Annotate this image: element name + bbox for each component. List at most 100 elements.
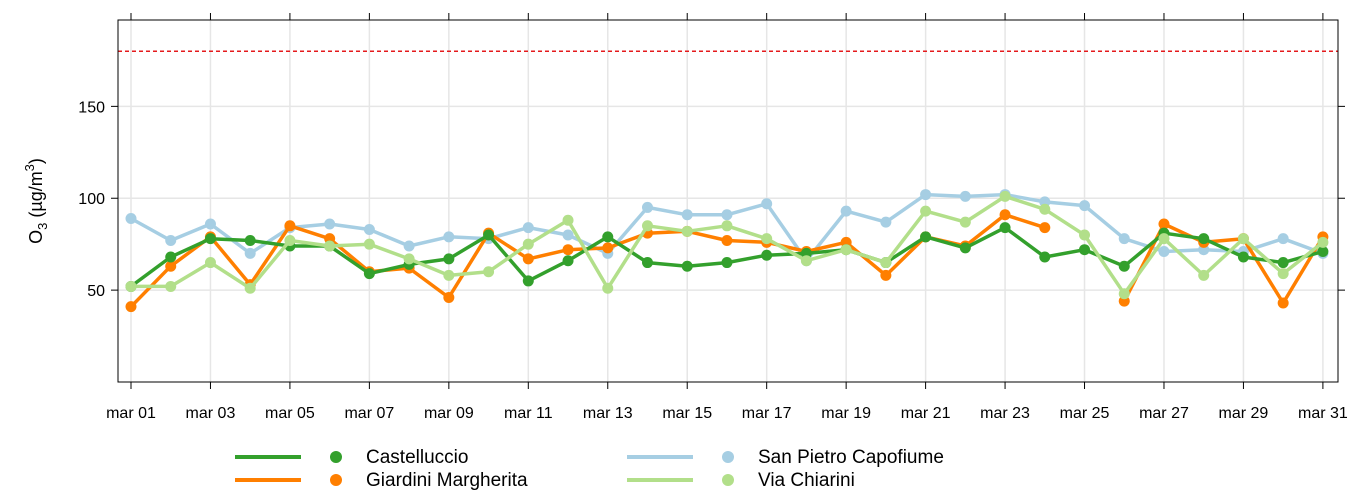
data-point-via-chiarini <box>800 255 812 267</box>
y-axis-title-unit-close: ) <box>26 158 46 164</box>
legend-marker-castelluccio <box>330 451 342 463</box>
data-point-via-chiarini <box>959 216 971 228</box>
x-tick-label: mar 29 <box>1219 405 1269 422</box>
data-point-via-chiarini <box>721 220 733 232</box>
data-point-via-chiarini <box>1158 233 1170 245</box>
data-point-castelluccio <box>363 268 375 280</box>
data-point-via-chiarini <box>244 282 256 294</box>
data-point-via-chiarini <box>999 190 1011 202</box>
plot-frame <box>117 19 1339 383</box>
data-point-castelluccio <box>920 231 932 243</box>
x-tick-label: mar 11 <box>504 405 553 422</box>
data-point-castelluccio <box>1118 260 1130 272</box>
data-point-castelluccio <box>1237 251 1249 263</box>
data-point-castelluccio <box>204 233 216 245</box>
y-tick-label: 100 <box>78 191 105 208</box>
x-tick-label: mar 25 <box>1060 405 1110 422</box>
data-point-via-chiarini <box>1198 269 1210 281</box>
x-tick-label: mar 13 <box>583 405 633 422</box>
legend-label-san-pietro-capofiume: San Pietro Capofiume <box>758 447 944 468</box>
data-point-castelluccio <box>562 255 574 267</box>
legend-label-castelluccio: Castelluccio <box>366 447 468 468</box>
data-point-via-chiarini <box>483 266 495 278</box>
data-point-castelluccio <box>165 251 177 263</box>
data-point-via-chiarini <box>920 205 932 217</box>
data-point-giardini-margherita <box>999 209 1011 221</box>
y-axis-title-unit-sup: 3 <box>22 164 37 171</box>
data-point-san-pietro-capofiume <box>1118 233 1130 245</box>
data-point-giardini-margherita <box>443 291 455 303</box>
y-tick-label: 50 <box>87 283 105 300</box>
data-point-san-pietro-capofiume <box>165 235 177 247</box>
data-point-giardini-margherita <box>1277 297 1289 309</box>
data-point-san-pietro-capofiume <box>761 198 773 210</box>
data-point-castelluccio <box>1198 233 1210 245</box>
legend-marker-via-chiarini <box>722 474 734 486</box>
data-point-via-chiarini <box>1118 288 1130 300</box>
data-point-via-chiarini <box>681 225 693 237</box>
data-point-via-chiarini <box>602 282 614 294</box>
data-point-via-chiarini <box>1079 229 1091 241</box>
data-point-san-pietro-capofiume <box>641 201 653 213</box>
x-tick-label: mar 01 <box>106 405 156 422</box>
data-point-castelluccio <box>483 229 495 241</box>
data-point-via-chiarini <box>1039 203 1051 215</box>
x-tick-label: mar 03 <box>186 405 236 422</box>
data-point-castelluccio <box>641 257 653 269</box>
data-point-via-chiarini <box>880 257 892 269</box>
series-layer <box>125 189 1329 313</box>
data-point-castelluccio <box>244 235 256 247</box>
data-point-via-chiarini <box>761 233 773 245</box>
data-point-castelluccio <box>602 231 614 243</box>
data-point-san-pietro-capofiume <box>920 189 932 201</box>
data-point-san-pietro-capofiume <box>125 212 137 224</box>
data-point-via-chiarini <box>403 253 415 265</box>
data-point-san-pietro-capofiume <box>204 218 216 230</box>
legend-label-giardini-margherita: Giardini Margherita <box>366 470 528 490</box>
x-tick-label: mar 05 <box>265 405 315 422</box>
data-point-castelluccio <box>522 275 534 287</box>
x-tick-label: mar 27 <box>1139 405 1189 422</box>
data-point-castelluccio <box>443 253 455 265</box>
data-point-via-chiarini <box>125 280 137 292</box>
data-point-via-chiarini <box>443 269 455 281</box>
data-point-san-pietro-capofiume <box>840 205 852 217</box>
data-point-castelluccio <box>1277 257 1289 269</box>
data-point-via-chiarini <box>165 280 177 292</box>
data-point-san-pietro-capofiume <box>443 231 455 243</box>
data-point-giardini-margherita <box>165 260 177 272</box>
data-point-san-pietro-capofiume <box>1277 233 1289 245</box>
data-point-via-chiarini <box>562 214 574 226</box>
x-tick-label: mar 21 <box>901 405 951 422</box>
data-point-san-pietro-capofiume <box>403 240 415 252</box>
data-point-giardini-margherita <box>880 269 892 281</box>
data-point-via-chiarini <box>1317 236 1329 248</box>
data-point-castelluccio <box>959 242 971 254</box>
data-point-castelluccio <box>999 222 1011 234</box>
x-tick-label: mar 15 <box>662 405 712 422</box>
y-axis-title: O3 (µg/m3) <box>22 158 50 244</box>
data-point-via-chiarini <box>363 238 375 250</box>
data-point-via-chiarini <box>641 220 653 232</box>
data-point-san-pietro-capofiume <box>880 216 892 228</box>
legend-label-via-chiarini: Via Chiarini <box>758 470 855 490</box>
data-point-san-pietro-capofiume <box>721 209 733 221</box>
data-point-castelluccio <box>761 249 773 261</box>
data-point-via-chiarini <box>840 244 852 256</box>
data-point-giardini-margherita <box>562 244 574 256</box>
data-point-via-chiarini <box>324 240 336 252</box>
x-tick-label: mar 17 <box>742 405 792 422</box>
data-point-san-pietro-capofiume <box>959 190 971 202</box>
data-point-via-chiarini <box>284 235 296 247</box>
data-point-giardini-margherita <box>522 253 534 265</box>
data-point-via-chiarini <box>1237 233 1249 245</box>
y-axis-title-sub: 3 <box>35 223 50 230</box>
data-point-castelluccio <box>681 260 693 272</box>
data-point-san-pietro-capofiume <box>562 229 574 241</box>
x-tick-label: mar 23 <box>980 405 1030 422</box>
data-point-castelluccio <box>1079 244 1091 256</box>
data-point-castelluccio <box>721 257 733 269</box>
x-tick-label: mar 31 <box>1298 405 1348 422</box>
data-point-giardini-margherita <box>721 235 733 247</box>
